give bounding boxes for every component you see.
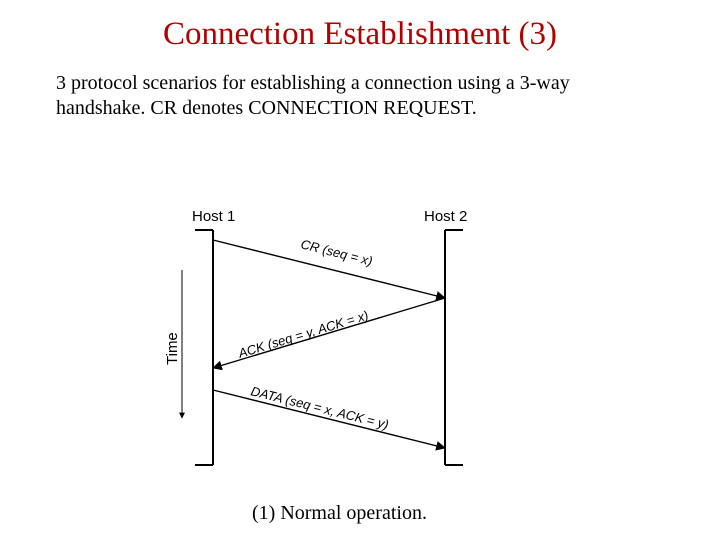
subtitle-text: 3 protocol scenarios for establishing a … xyxy=(0,53,720,121)
message-label: ACK (seq = y, ACK = x) xyxy=(236,307,371,361)
handshake-diagram: Host 1 Host 2 Time CR (seq = x)ACK (seq … xyxy=(150,190,545,490)
figure-caption: (1) Normal operation. xyxy=(252,502,427,525)
page-title: Connection Establishment (3) xyxy=(0,0,720,53)
message-label: DATA (seq = x, ACK = y) xyxy=(249,383,390,432)
sequence-svg: CR (seq = x)ACK (seq = y, ACK = x)DATA (… xyxy=(150,190,545,490)
